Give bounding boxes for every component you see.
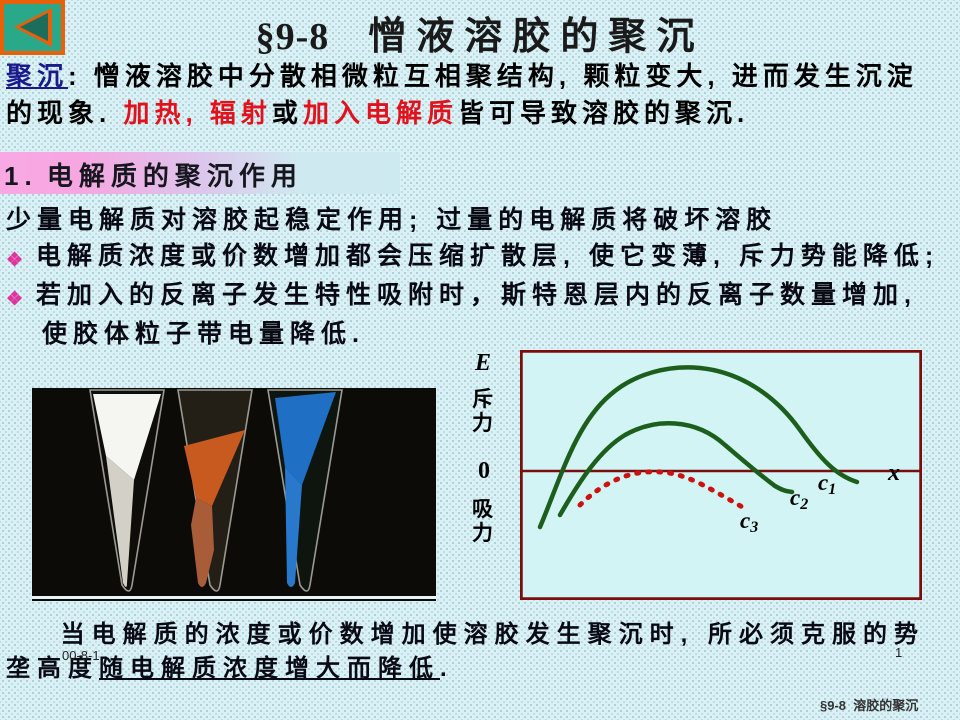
svg-text:x: x <box>887 460 900 486</box>
